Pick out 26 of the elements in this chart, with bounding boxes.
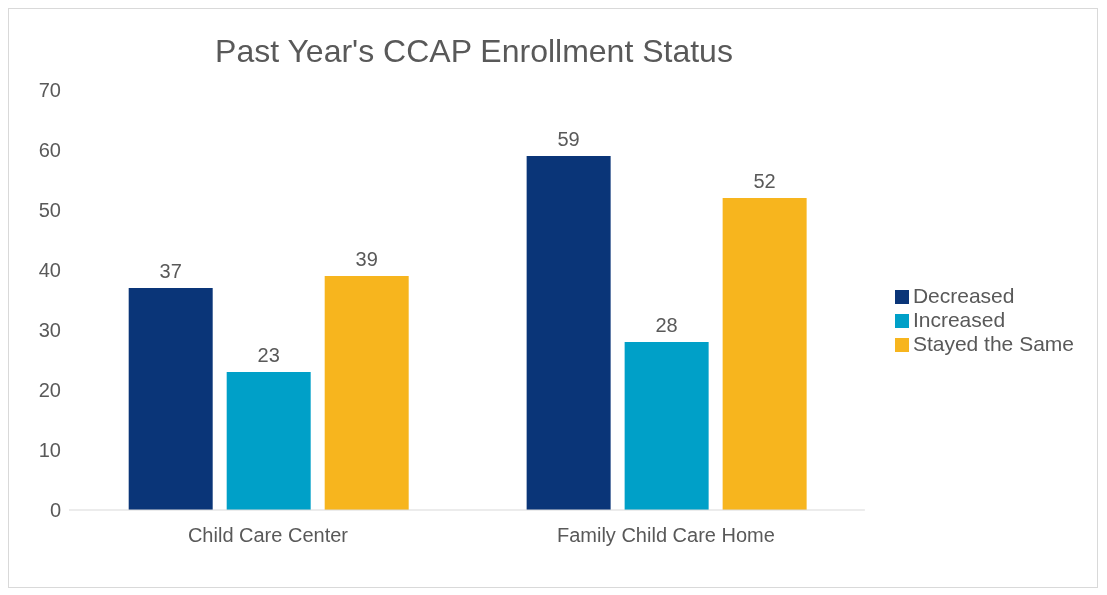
data-label: 37 [159,260,182,282]
legend-label: Increased [912,308,1006,331]
data-label: 28 [655,314,678,336]
bar [226,372,311,510]
data-label: 52 [753,170,776,192]
bar [722,198,807,510]
y-tick-label: 40 [38,259,61,282]
y-tick-label: 30 [38,319,61,342]
legend-label: Decreased [912,284,1015,307]
y-tick-label: 10 [38,439,61,462]
y-tick-label: 60 [38,139,61,162]
data-label: 59 [557,128,580,150]
y-tick-label: 50 [38,199,61,222]
chart-title: Past Year's CCAP Enrollment Status [214,32,734,70]
legend-label: Stayed the Same [912,332,1074,355]
data-label: 39 [355,248,378,270]
bar [526,156,611,510]
x-tick-label: Child Care Center [187,524,349,547]
bar [128,288,213,510]
bar [324,276,409,510]
y-tick-label: 0 [49,499,61,522]
x-tick-label: Family Child Care Home [557,524,775,547]
y-tick-label: 70 [38,79,61,102]
data-label: 23 [257,344,280,366]
bar [624,342,709,510]
y-tick-label: 20 [38,379,61,402]
